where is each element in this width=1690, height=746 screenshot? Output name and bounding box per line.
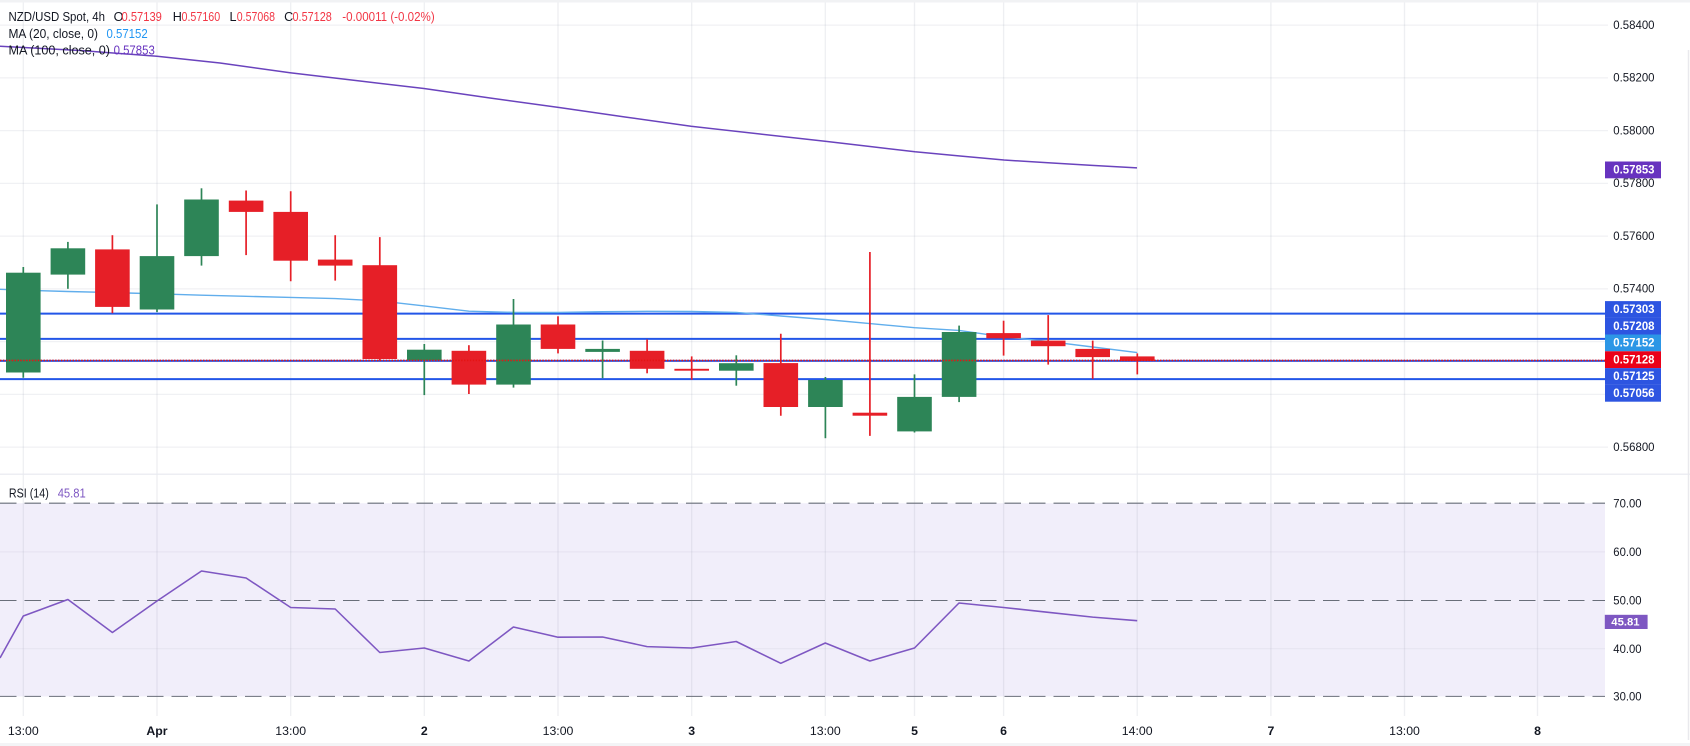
svg-text:0.57128: 0.57128: [1613, 354, 1655, 366]
svg-text:0.57303: 0.57303: [1613, 304, 1654, 316]
svg-text:RSI (14): RSI (14): [9, 487, 49, 501]
svg-text:0.57125: 0.57125: [1613, 371, 1655, 383]
svg-text:13:00: 13:00: [1389, 724, 1420, 738]
svg-text:0.57128: 0.57128: [293, 10, 332, 24]
svg-text:0.57152: 0.57152: [107, 27, 148, 41]
svg-text:0.57056: 0.57056: [1613, 388, 1654, 400]
svg-text:5: 5: [911, 724, 918, 738]
svg-text:13:00: 13:00: [8, 724, 39, 738]
svg-text:-0.00011 (-0.02%): -0.00011 (-0.02%): [342, 10, 434, 24]
svg-text:3: 3: [688, 724, 695, 738]
svg-text:0.58400: 0.58400: [1613, 18, 1654, 32]
svg-text:L: L: [230, 10, 237, 24]
svg-text:40.00: 40.00: [1613, 642, 1641, 656]
svg-text:70.00: 70.00: [1613, 496, 1641, 510]
svg-text:O: O: [114, 10, 124, 24]
svg-text:MA (20, close, 0): MA (20, close, 0): [9, 27, 99, 41]
svg-text:0.57400: 0.57400: [1613, 282, 1654, 296]
svg-text:0.57139: 0.57139: [122, 10, 162, 24]
svg-text:MA (100, close, 0): MA (100, close, 0): [9, 44, 111, 58]
svg-text:13:00: 13:00: [810, 724, 841, 738]
svg-text:NZD/USD Spot, 4h: NZD/USD Spot, 4h: [9, 10, 106, 24]
svg-text:0.57152: 0.57152: [1613, 338, 1654, 350]
svg-text:60.00: 60.00: [1613, 545, 1641, 559]
svg-text:2: 2: [421, 724, 428, 738]
svg-text:30.00: 30.00: [1613, 690, 1641, 704]
svg-text:7: 7: [1267, 724, 1274, 738]
svg-text:0.57800: 0.57800: [1613, 176, 1654, 190]
svg-text:0.57208: 0.57208: [1613, 321, 1655, 333]
svg-text:45.81: 45.81: [58, 487, 86, 501]
svg-text:0.56800: 0.56800: [1613, 440, 1654, 454]
svg-text:H: H: [173, 10, 182, 24]
svg-text:13:00: 13:00: [275, 724, 306, 738]
svg-text:0.57853: 0.57853: [114, 44, 155, 58]
svg-text:14:00: 14:00: [1122, 724, 1153, 738]
svg-text:0.57600: 0.57600: [1613, 229, 1654, 243]
svg-text:0.57068: 0.57068: [237, 10, 275, 24]
svg-text:13:00: 13:00: [543, 724, 574, 738]
svg-text:0.58000: 0.58000: [1613, 123, 1654, 137]
svg-text:6: 6: [1000, 724, 1007, 738]
svg-text:8: 8: [1534, 724, 1541, 738]
svg-text:45.81: 45.81: [1611, 616, 1639, 628]
svg-text:0.58200: 0.58200: [1613, 71, 1654, 85]
svg-text:C: C: [284, 10, 293, 24]
svg-text:0.57160: 0.57160: [182, 10, 221, 24]
svg-text:50.00: 50.00: [1613, 594, 1641, 608]
svg-text:Apr: Apr: [146, 724, 167, 738]
svg-text:0.57853: 0.57853: [1613, 165, 1654, 177]
